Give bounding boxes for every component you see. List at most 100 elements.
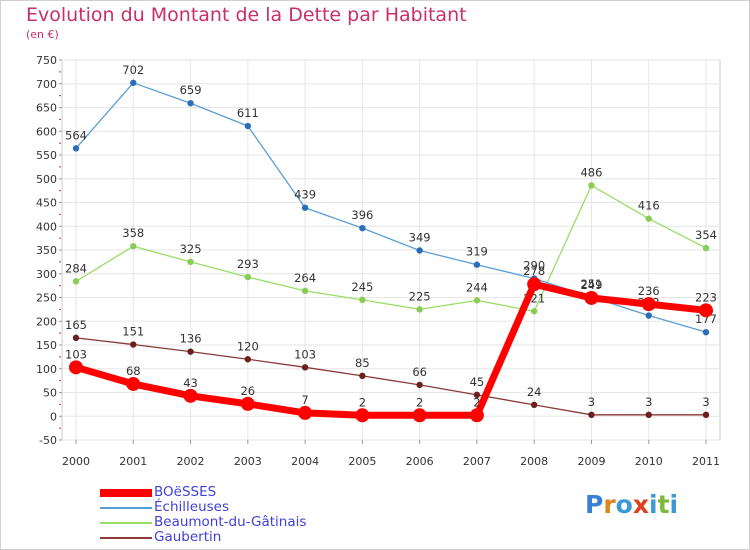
data-point: [416, 381, 423, 389]
data-point: [301, 287, 309, 295]
data-label: 2: [416, 395, 423, 409]
data-label: 611: [237, 106, 259, 120]
y-tick-label: 200: [36, 315, 57, 328]
y-tick-label: 350: [36, 244, 57, 257]
data-label: 177: [695, 312, 717, 326]
data-label: 136: [180, 332, 202, 346]
y-tick-label: 600: [36, 125, 57, 138]
legend-label: Gaubertin: [154, 529, 222, 545]
data-label: 43: [183, 376, 198, 390]
data-label: 3: [645, 395, 652, 409]
y-tick-label: 650: [36, 102, 57, 115]
y-tick-label: 700: [36, 78, 57, 91]
data-point: [416, 247, 423, 254]
data-label: 244: [466, 280, 488, 294]
data-point: [130, 79, 137, 87]
data-point: [359, 296, 366, 304]
logo-letter: x: [632, 490, 649, 519]
data-point: [645, 215, 652, 222]
y-tick-label: 500: [36, 173, 57, 186]
series-line: [72, 280, 710, 419]
data-label: 3: [702, 395, 709, 409]
legend-swatch: [100, 522, 152, 524]
data-label: 236: [638, 284, 660, 298]
data-label: 24: [527, 385, 542, 399]
logo-letter: r: [603, 490, 616, 519]
data-point: [416, 306, 423, 313]
logo-letter: i: [649, 490, 658, 519]
data-point: [530, 308, 538, 315]
x-tick-label: 2004: [291, 455, 319, 468]
data-point: [359, 224, 366, 232]
data-label: 319: [466, 245, 488, 259]
data-label: 278: [523, 264, 545, 278]
y-tick-label: 750: [36, 54, 57, 67]
data-point: [699, 303, 713, 318]
data-point: [130, 341, 137, 348]
data-point: [298, 405, 313, 420]
data-label: 249: [580, 278, 602, 292]
x-tick-label: 2003: [234, 455, 262, 468]
data-label: 3: [588, 395, 595, 409]
data-point: [702, 244, 710, 252]
data-label: 325: [180, 242, 202, 256]
chart-title: Evolution du Montant de la Dette par Hab…: [26, 4, 467, 26]
data-point: [641, 297, 656, 312]
data-point: [527, 277, 542, 292]
data-point: [473, 261, 481, 268]
y-tick-label: 50: [43, 387, 57, 400]
logo-letter: t: [657, 490, 670, 519]
logo-letter: i: [669, 490, 679, 519]
legend-label: BOëSSES: [154, 484, 217, 500]
data-label: 103: [294, 347, 316, 361]
data-point: [126, 376, 141, 391]
data-label: 416: [638, 199, 660, 213]
data-label: 293: [237, 257, 259, 271]
x-tick-label: 2007: [463, 455, 491, 468]
data-point: [584, 290, 599, 305]
x-tick-label: 2010: [635, 455, 663, 468]
data-point: [469, 408, 484, 423]
data-point: [301, 204, 309, 211]
data-point: [645, 411, 652, 419]
data-label: 225: [409, 289, 431, 303]
data-point: [187, 258, 194, 266]
data-label: 358: [122, 226, 144, 240]
data-label: 7: [301, 393, 308, 407]
data-point: [588, 411, 595, 419]
x-tick-label: 2011: [692, 455, 720, 468]
data-label: 354: [695, 228, 717, 242]
x-tick-label: 2000: [62, 455, 90, 468]
y-tick-label: 300: [36, 268, 57, 281]
data-label: 103: [65, 347, 87, 361]
data-point: [240, 396, 255, 411]
data-point: [473, 391, 481, 399]
data-label: 2: [359, 395, 366, 409]
data-point: [301, 364, 309, 371]
legend-swatch: [100, 507, 152, 509]
data-point: [244, 273, 252, 281]
data-point: [183, 388, 198, 403]
data-point: [645, 312, 652, 319]
data-label: 439: [294, 188, 316, 202]
data-label: 245: [351, 280, 373, 294]
data-label: 349: [409, 230, 431, 244]
data-label: 68: [126, 364, 141, 378]
x-tick-label: 2005: [348, 455, 376, 468]
data-label: 165: [65, 318, 87, 332]
data-label: 2: [473, 395, 480, 409]
y-tick-label: 400: [36, 220, 57, 233]
data-label: 396: [351, 208, 373, 222]
legend-swatch: [100, 489, 152, 497]
legend-swatch: [100, 537, 152, 539]
data-point: [244, 122, 252, 130]
y-tick-label: 100: [36, 363, 57, 376]
series-line: [75, 337, 707, 416]
x-tick-label: 2006: [406, 455, 434, 468]
data-label: 223: [695, 290, 717, 304]
data-point: [359, 372, 366, 380]
data-label: 66: [412, 365, 427, 379]
y-tick-label: -50: [39, 434, 57, 447]
series-line: [75, 184, 707, 312]
